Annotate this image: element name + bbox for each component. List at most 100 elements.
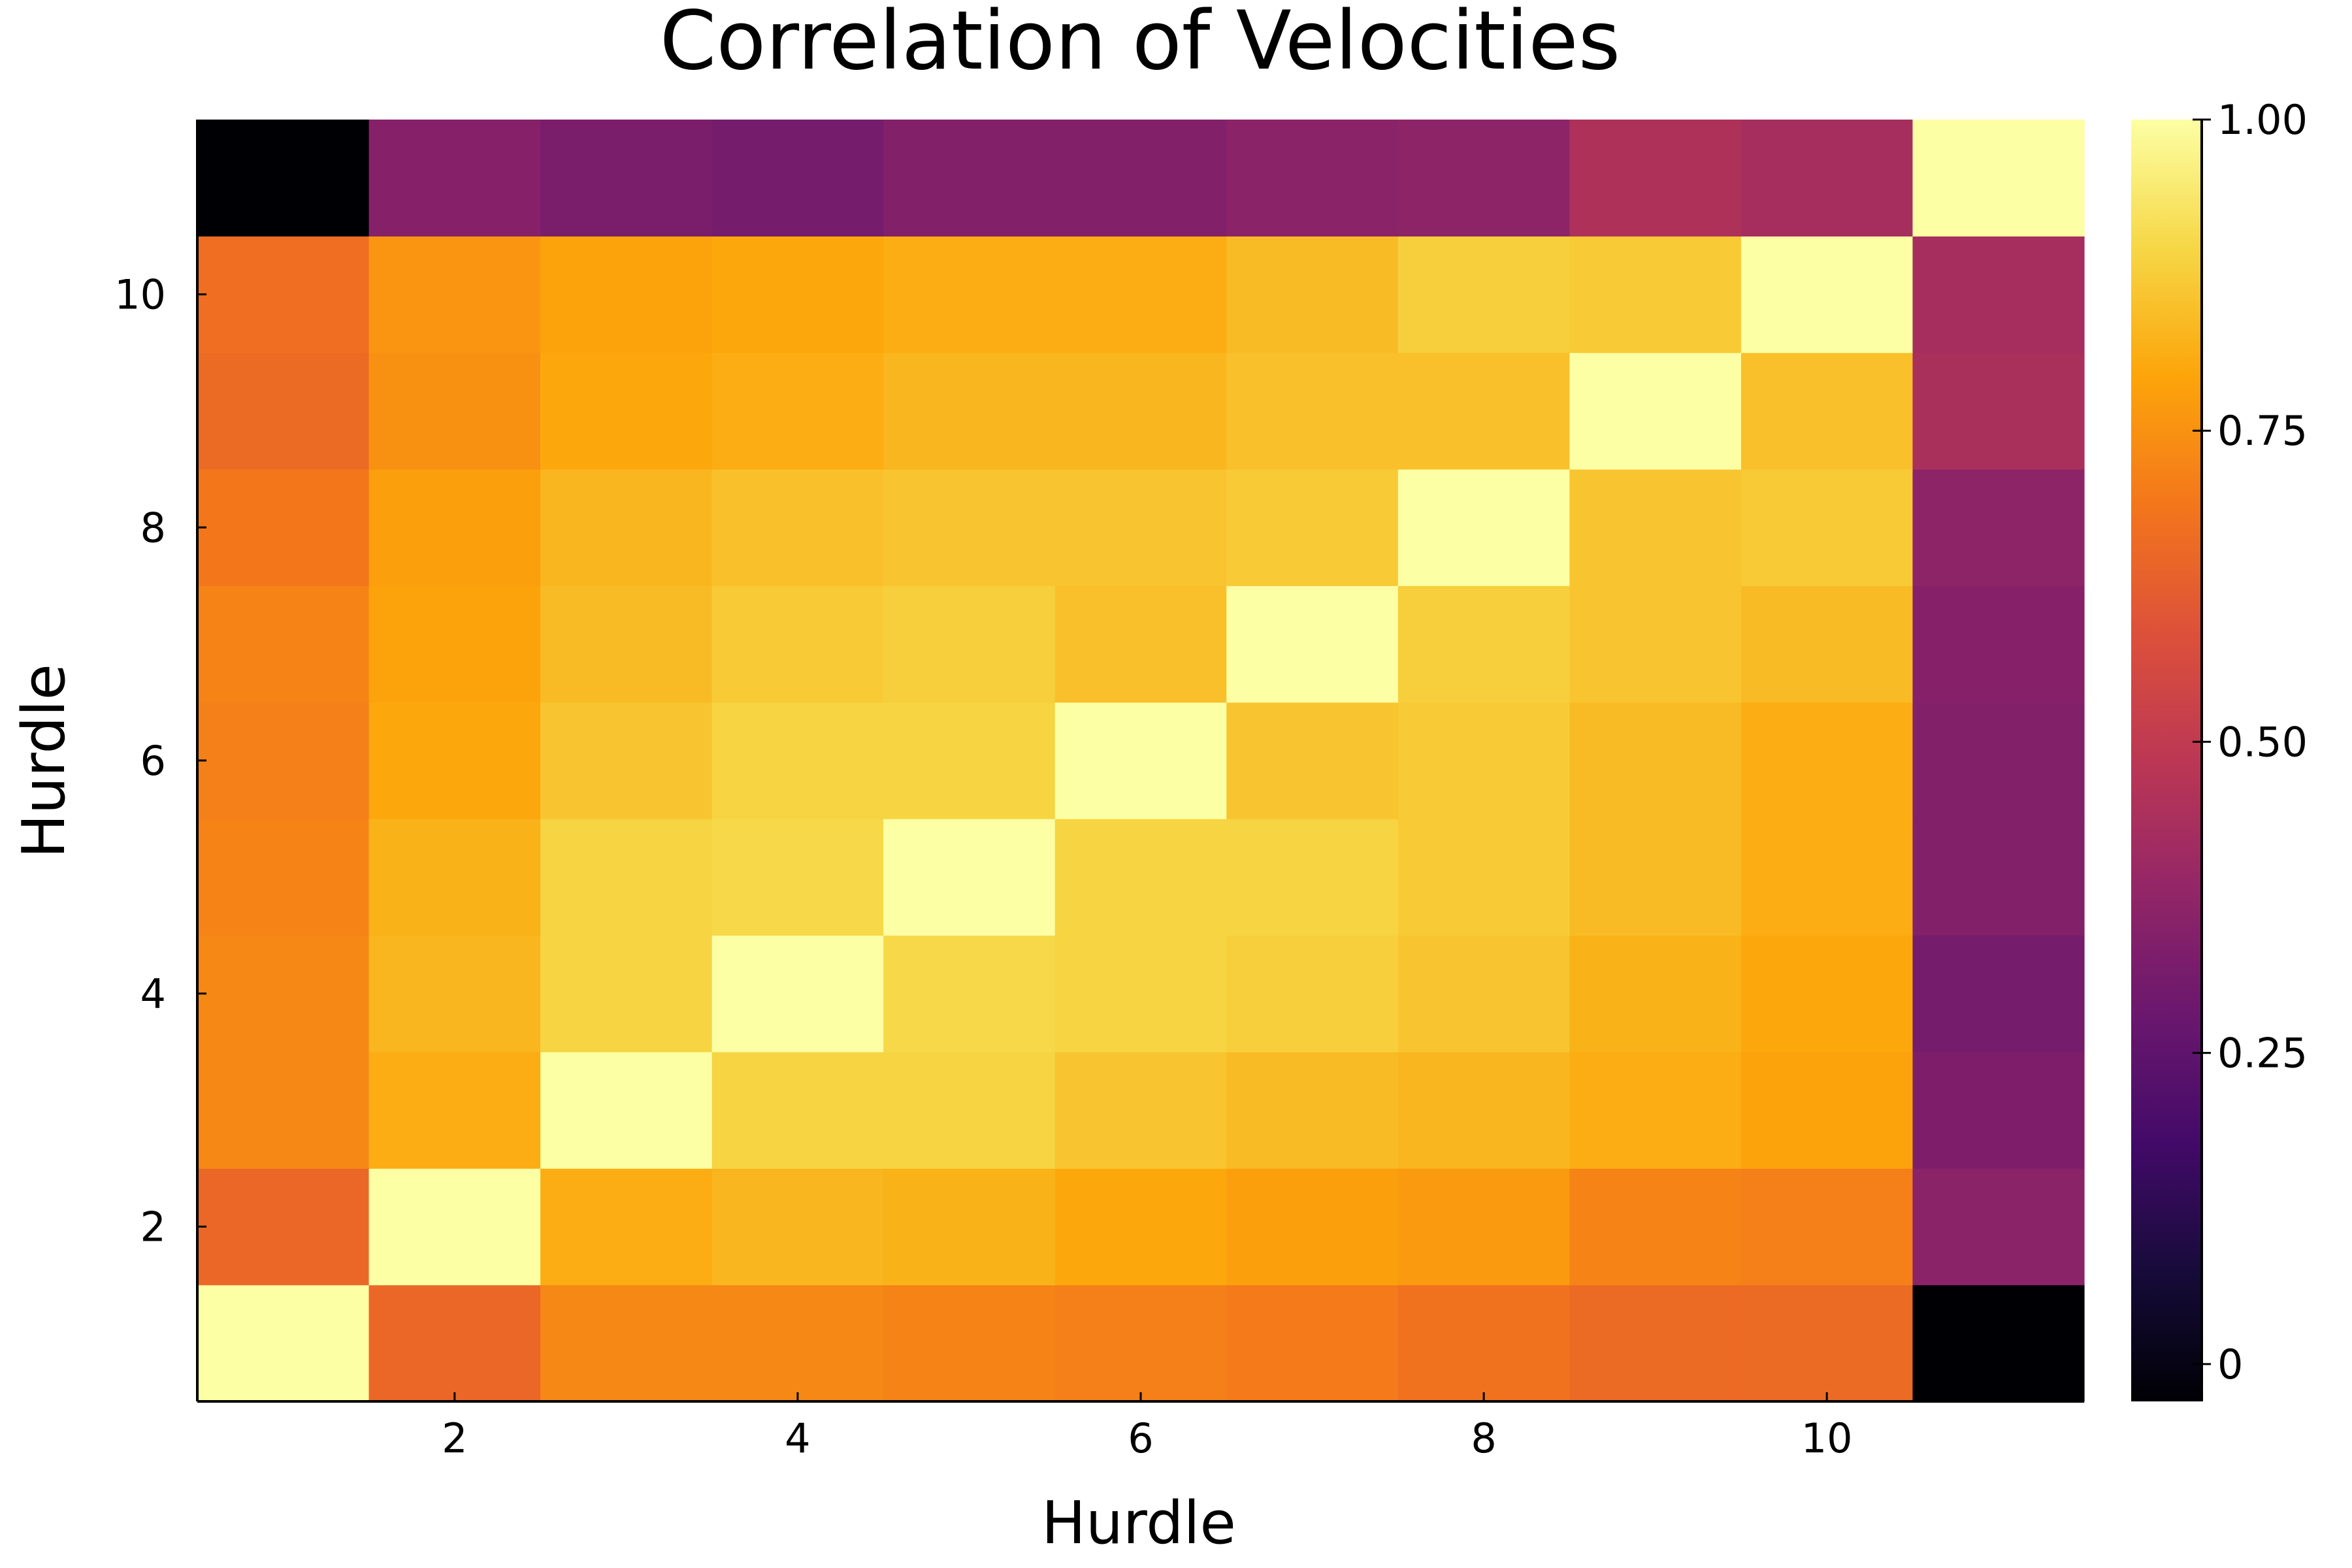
heatmap-cell-11-2 [368, 120, 541, 237]
heatmap-cell-11-4 [711, 120, 884, 237]
heatmap-cell-3-3 [540, 1051, 713, 1169]
heatmap-cell-9-9 [1569, 352, 1742, 470]
heatmap-cell-8-1 [197, 469, 370, 587]
heatmap-cell-10-11 [1912, 236, 2085, 353]
heatmap-cell-2-6 [1054, 1168, 1227, 1286]
x-axis-label: Hurdle [1041, 1489, 1236, 1558]
heatmap-cell-5-10 [1740, 819, 1914, 936]
heatmap-cell-11-5 [883, 120, 1056, 237]
heatmap-cell-8-6 [1054, 469, 1227, 587]
heatmap-cell-8-2 [368, 469, 541, 587]
heatmap-cell-7-4 [711, 585, 884, 703]
y-tick-label: 10 [114, 271, 166, 319]
heatmap-cell-3-4 [711, 1051, 884, 1169]
heatmap-cell-4-3 [540, 935, 713, 1053]
heatmap-cell-8-7 [1226, 469, 1399, 587]
heatmap-cell-1-5 [883, 1284, 1056, 1402]
heatmap-cell-3-11 [1912, 1051, 2085, 1169]
heatmap-cell-9-5 [883, 352, 1056, 470]
heatmap-cell-5-6 [1054, 819, 1227, 936]
heatmap-cell-9-8 [1397, 352, 1570, 470]
heatmap-cell-5-2 [368, 819, 541, 936]
heatmap-cell-6-10 [1740, 702, 1914, 819]
heatmap-cell-3-9 [1569, 1051, 1742, 1169]
heatmap-cell-5-3 [540, 819, 713, 936]
heatmap-cell-6-1 [197, 702, 370, 819]
heatmap-cell-7-11 [1912, 585, 2085, 703]
heatmap-cell-1-9 [1569, 1284, 1742, 1402]
heatmap-cell-3-5 [883, 1051, 1056, 1169]
heatmap-cell-2-11 [1912, 1168, 2085, 1286]
heatmap-cell-6-3 [540, 702, 713, 819]
heatmap-cell-6-6 [1054, 702, 1227, 819]
heatmap-cell-4-9 [1569, 935, 1742, 1053]
heatmap-cell-2-1 [197, 1168, 370, 1286]
heatmap-cell-9-1 [197, 352, 370, 470]
heatmap-cell-7-5 [883, 585, 1056, 703]
heatmap-cell-3-8 [1397, 1051, 1570, 1169]
colorbar-tick-label: 1.00 [2217, 96, 2308, 144]
heatmap-cell-7-2 [368, 585, 541, 703]
heatmap-cell-10-8 [1397, 236, 1570, 353]
x-tick-label: 2 [442, 1414, 467, 1462]
heatmap-cell-1-8 [1397, 1284, 1570, 1402]
chart-title: Correlation of Velocities [660, 0, 1621, 88]
heatmap-cell-11-6 [1054, 120, 1227, 237]
heatmap-cell-3-1 [197, 1051, 370, 1169]
heatmap-cell-6-7 [1226, 702, 1399, 819]
heatmap-cell-5-4 [711, 819, 884, 936]
x-tick-label: 4 [785, 1414, 810, 1462]
colorbar-gradient [2131, 120, 2202, 1401]
heatmap-cell-9-6 [1054, 352, 1227, 470]
heatmap-cell-10-7 [1226, 236, 1399, 353]
heatmap-cell-6-9 [1569, 702, 1742, 819]
heatmap-cell-10-10 [1740, 236, 1914, 353]
heatmap-cell-2-5 [883, 1168, 1056, 1286]
heatmap-cell-4-7 [1226, 935, 1399, 1053]
heatmap-cell-10-5 [883, 236, 1056, 353]
heatmap-cell-2-3 [540, 1168, 713, 1286]
heatmap-cell-10-9 [1569, 236, 1742, 353]
heatmap-cell-3-2 [368, 1051, 541, 1169]
heatmap-cell-4-4 [711, 935, 884, 1053]
heatmap-cell-9-4 [711, 352, 884, 470]
heatmap-cell-3-6 [1054, 1051, 1227, 1169]
heatmap-cell-7-10 [1740, 585, 1914, 703]
heatmap-cell-7-8 [1397, 585, 1570, 703]
y-tick-label: 6 [140, 737, 166, 785]
colorbar-tick-label: 0.50 [2217, 718, 2308, 766]
heatmap-cell-9-2 [368, 352, 541, 470]
x-tick-label: 8 [1471, 1414, 1496, 1462]
heatmap-cell-11-8 [1397, 120, 1570, 237]
heatmap-cell-11-10 [1740, 120, 1914, 237]
heatmap-cell-5-5 [883, 819, 1056, 936]
heatmap-cell-7-9 [1569, 585, 1742, 703]
heatmap-cell-9-7 [1226, 352, 1399, 470]
heatmap-cell-11-9 [1569, 120, 1742, 237]
y-axis-ticks: 2 4 6 8 10 [114, 271, 206, 1250]
heatmap-cell-9-10 [1740, 352, 1914, 470]
heatmap-cell-6-5 [883, 702, 1056, 819]
heatmap-cell-7-6 [1054, 585, 1227, 703]
colorbar-tick-label: 0.75 [2217, 407, 2308, 455]
heatmap-cell-1-1 [197, 1284, 370, 1402]
heatmap-cell-1-11 [1912, 1284, 2085, 1402]
heatmap-cell-8-9 [1569, 469, 1742, 587]
heatmap-cell-8-8 [1397, 469, 1570, 587]
heatmap-cell-1-7 [1226, 1284, 1399, 1402]
heatmap-cell-4-10 [1740, 935, 1914, 1053]
heatmap-cell-8-3 [540, 469, 713, 587]
heatmap-cell-9-11 [1912, 352, 2085, 470]
y-tick-label: 8 [140, 504, 166, 551]
heatmap-cell-7-3 [540, 585, 713, 703]
heatmap-cell-7-1 [197, 585, 370, 703]
colorbar: 0 0.25 0.50 0.75 1.00 [2131, 96, 2308, 1401]
heatmap-cell-4-2 [368, 935, 541, 1053]
heatmap-cell-1-4 [711, 1284, 884, 1402]
heatmap-cell-10-1 [197, 236, 370, 353]
heatmap-cell-11-11 [1912, 120, 2085, 237]
heatmap-cell-3-10 [1740, 1051, 1914, 1169]
heatmap-cell-9-3 [540, 352, 713, 470]
heatmap-cell-6-11 [1912, 702, 2085, 819]
heatmap-cell-1-3 [540, 1284, 713, 1402]
